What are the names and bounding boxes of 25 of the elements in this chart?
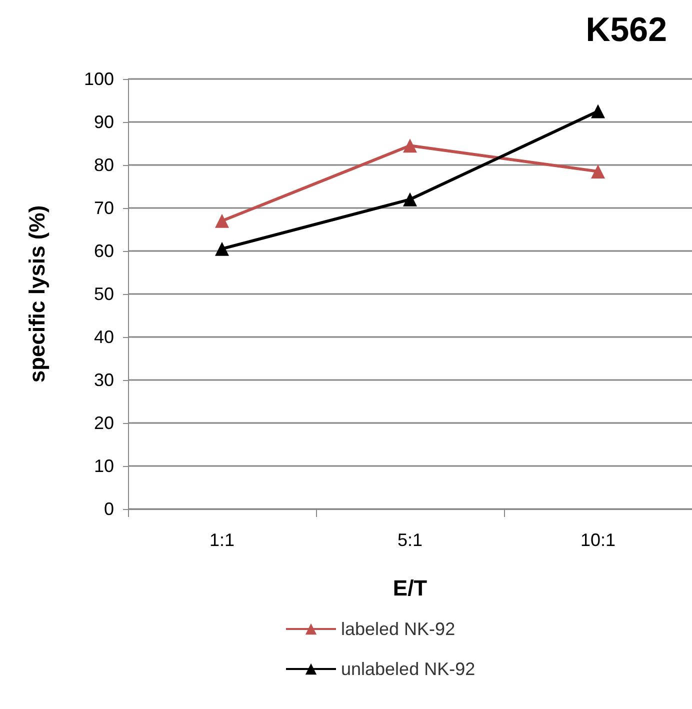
x-tick-label: 10:1: [580, 530, 616, 550]
y-tick-label: 80: [94, 155, 114, 175]
y-axis-title: specific lysis (%): [24, 205, 50, 383]
point: [591, 104, 605, 118]
y-tick-label: 70: [94, 198, 114, 218]
x-tick-label: 5:1: [397, 530, 423, 550]
y-tick-label: 50: [94, 284, 114, 304]
y-tick-label: 40: [94, 327, 114, 347]
x-axis-title: E/T: [392, 576, 428, 600]
chart-title: K562: [586, 11, 667, 49]
legend-label: unlabeled NK-92: [341, 659, 476, 679]
y-tick-label: 60: [94, 241, 114, 261]
point: [403, 192, 417, 206]
point: [215, 214, 229, 228]
y-tick-label: 30: [94, 370, 114, 390]
y-tick-label: 20: [94, 413, 114, 433]
x-tick-label: 1:1: [209, 530, 235, 550]
point: [591, 164, 605, 178]
point: [215, 242, 229, 256]
y-tick-label: 90: [94, 112, 114, 132]
y-tick-label: 100: [84, 69, 114, 89]
point: [403, 138, 417, 153]
legend-label: labeled NK-92: [341, 619, 456, 639]
y-tick-label: 0: [104, 499, 114, 519]
y-tick-label: 10: [94, 456, 114, 476]
